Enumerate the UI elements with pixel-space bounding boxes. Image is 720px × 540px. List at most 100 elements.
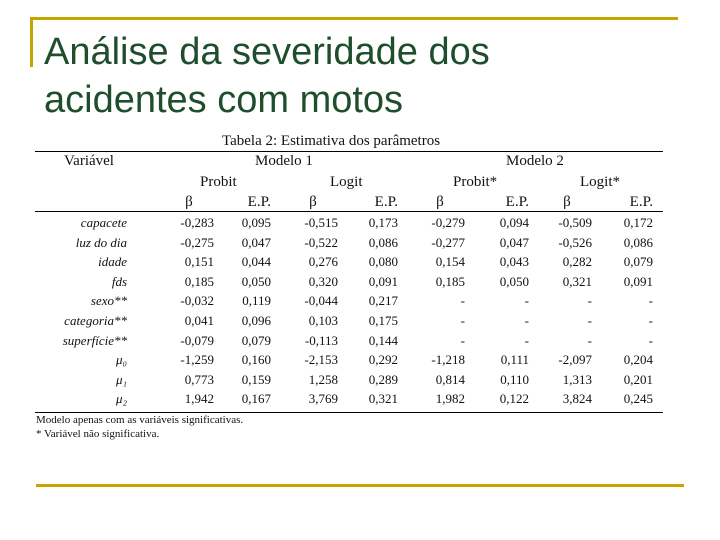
footnote-2: * Variável não significativa. [36, 428, 160, 440]
row-variable-label: sexo** [90, 293, 127, 308]
table-cell: 0,154 [435, 254, 465, 269]
table-cell: 0,167 [241, 391, 271, 406]
table-cell: 0,110 [500, 372, 529, 387]
table-cell: 0,050 [499, 274, 529, 289]
table-caption: Tabela 2: Estimativa dos parâmetros [222, 133, 441, 149]
table-cell: 0,050 [241, 274, 271, 289]
table-cell: -0,283 [180, 215, 214, 230]
table-header-rule [35, 211, 663, 212]
header-logit: Logit [330, 174, 363, 190]
row-variable-label: capacete [80, 215, 127, 230]
row-variable-label: μ₀ [115, 352, 127, 367]
table-cell: 0,773 [184, 372, 214, 387]
table-cell: 0,276 [308, 254, 338, 269]
table-cell: -0,515 [304, 215, 338, 230]
table-cell: 0,151 [184, 254, 214, 269]
table-cell: - [587, 313, 592, 328]
header-beta: β [563, 194, 571, 210]
header-model2: Modelo 2 [506, 153, 564, 169]
row-variable-label: luz do dia [75, 235, 127, 250]
table-cell: 0,185 [435, 274, 465, 289]
table-cell: - [648, 293, 653, 308]
table-cell: 0,159 [241, 372, 271, 387]
table-cell: -0,526 [558, 235, 592, 250]
table-cell: - [587, 293, 592, 308]
table-cell: 0,160 [241, 352, 271, 367]
decorative-left-line [30, 17, 33, 67]
table-cell: - [524, 313, 529, 328]
header-ep: E.P. [374, 194, 398, 210]
table-cell: - [460, 333, 465, 348]
table-cell: -1,259 [180, 352, 214, 367]
table-cell: - [460, 313, 465, 328]
row-variable-label: fds [111, 274, 127, 289]
table-cell: 0,096 [241, 313, 271, 328]
table-cell: 0,175 [368, 313, 398, 328]
row-variable-label: μ₂ [115, 391, 127, 406]
table-cell: -1,218 [431, 352, 465, 367]
row-variable-label: μ₁ [115, 372, 127, 387]
slide-title-line2: acidentes com motos [44, 79, 404, 121]
table-cell: -0,277 [431, 235, 465, 250]
table-cell: 0,091 [368, 274, 398, 289]
table-cell: 0,144 [368, 333, 398, 348]
decorative-top-line [30, 17, 678, 20]
table-cell: 0,091 [623, 274, 653, 289]
slide-title-line1: Análise da severidade dos [44, 31, 490, 73]
header-ep: E.P. [629, 194, 653, 210]
table-cell: -2,153 [304, 352, 338, 367]
table-cell: 0,201 [623, 372, 653, 387]
table-cell: 0,321 [368, 391, 398, 406]
table-cell: 0,041 [184, 313, 214, 328]
table-cell: 0,047 [241, 235, 271, 250]
table-cell: 0,122 [499, 391, 529, 406]
table-cell: 1,313 [562, 372, 592, 387]
table-cell: -0,522 [304, 235, 338, 250]
table-cell: 0,043 [499, 254, 529, 269]
table-cell: 0,086 [623, 235, 653, 250]
table-cell: 0,282 [562, 254, 592, 269]
table-cell: 0,080 [368, 254, 398, 269]
header-probit: Probit [200, 174, 237, 190]
table-cell: 1,258 [308, 372, 338, 387]
table-cell: 0,047 [499, 235, 529, 250]
table-bottom-rule [35, 412, 663, 413]
table-cell: - [648, 333, 653, 348]
table-cell: 0,172 [623, 215, 653, 230]
table-cell: 0,204 [623, 352, 653, 367]
table-cell: 0,094 [499, 215, 529, 230]
table-cell: - [587, 333, 592, 348]
table-cell: 1,942 [184, 391, 214, 406]
table-cell: 0,119 [242, 293, 271, 308]
table-cell: 0,079 [241, 333, 271, 348]
table-cell: 0,044 [241, 254, 271, 269]
table-cell: 0,185 [184, 274, 214, 289]
table-cell: - [460, 293, 465, 308]
header-beta: β [436, 194, 444, 210]
table-cell: 0,086 [368, 235, 398, 250]
table-cell: 1,982 [435, 391, 465, 406]
table-cell: -0,044 [304, 293, 338, 308]
table-cell: 3,824 [562, 391, 592, 406]
header-logit-star: Logit* [580, 174, 620, 190]
table-cell: 0,173 [368, 215, 398, 230]
table-cell: 0,095 [241, 215, 271, 230]
table-cell: - [524, 333, 529, 348]
table-cell: 0,289 [368, 372, 398, 387]
table-cell: -0,113 [304, 333, 338, 348]
table-cell: - [648, 313, 653, 328]
header-probit-star: Probit* [453, 174, 498, 190]
table-cell: 0,814 [435, 372, 465, 387]
header-ep: E.P. [505, 194, 529, 210]
table-cell: -0,279 [431, 215, 465, 230]
table-cell: 0,111 [500, 352, 529, 367]
header-ep: E.P. [247, 194, 271, 210]
table-cell: 3,769 [308, 391, 338, 406]
header-variable: Variável [64, 153, 114, 169]
header-beta: β [309, 194, 317, 210]
table-cell: -0,079 [180, 333, 214, 348]
table-cell: -2,097 [558, 352, 592, 367]
header-beta: β [185, 194, 193, 210]
row-variable-label: categoria** [64, 313, 127, 328]
header-model1: Modelo 1 [255, 153, 313, 169]
